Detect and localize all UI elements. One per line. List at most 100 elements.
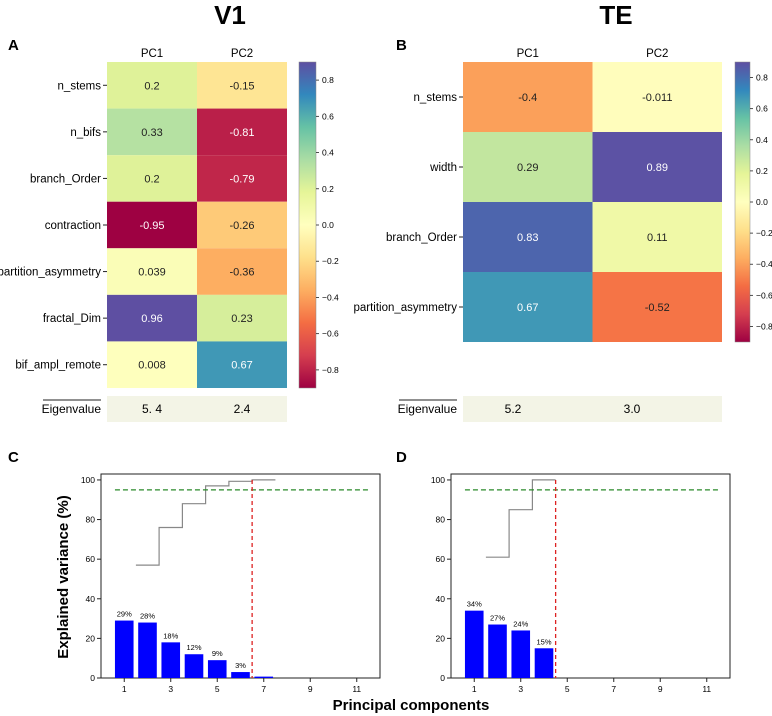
column-label: PC2 [646, 48, 668, 60]
bar [511, 630, 531, 678]
cell-value: -0.79 [229, 173, 254, 185]
cell-value: 0.83 [517, 232, 538, 244]
bar [184, 654, 204, 678]
row-label: n_stems [58, 80, 102, 92]
row-label: partition_asymmetry [0, 267, 101, 279]
y-tick-label: 80 [86, 515, 96, 525]
colorbar [298, 61, 317, 389]
cell-value: 0.33 [141, 127, 162, 139]
eigenvalue-band [463, 396, 722, 422]
x-axis-label: Principal components [333, 697, 490, 714]
heatmap-cell [592, 132, 722, 202]
y-tick-label: 20 [86, 633, 96, 643]
heatmap-cell [197, 201, 287, 249]
cell-value: -0.26 [229, 220, 254, 232]
bar [138, 622, 157, 678]
column-label: PC1 [517, 48, 539, 60]
cell-value: 0.23 [231, 313, 252, 325]
colorbar-tick-label: −0.8 [322, 365, 339, 375]
bar [161, 642, 181, 678]
colorbar [734, 61, 751, 343]
panel-label-c: C [8, 449, 19, 466]
row-label: partition_asymmetry [353, 302, 457, 314]
bar-chart-v1: 0 20 40 60 80 100 1 3 5 7 9 11 29% 28% 18% 12% 9% 3% [81, 473, 381, 694]
y-tick-label: 0 [440, 673, 445, 683]
heatmap-cell [463, 62, 593, 132]
row-label: n_bifs [70, 127, 101, 139]
x-tick-label: 1 [122, 684, 127, 694]
x-tick-label: 9 [308, 684, 313, 694]
row-label: n_stems [414, 92, 458, 104]
colorbar-tick-label: 0.4 [322, 148, 334, 158]
bar [114, 620, 134, 678]
heatmap-cell [592, 202, 722, 272]
y-tick-label: 40 [86, 594, 96, 604]
bar-chart-te: 0 20 40 60 80 100 1 3 5 7 9 11 34% 27% 24% 15% [431, 473, 731, 694]
bar-label: 12% [186, 643, 201, 652]
colorbar-tick-label: 0.2 [756, 166, 768, 176]
cell-value: -0.81 [229, 127, 254, 139]
heatmap-cell [107, 62, 197, 109]
x-tick-label: 9 [658, 684, 663, 694]
colorbar-tick-label: −0.6 [756, 290, 772, 300]
bar [207, 660, 227, 678]
heatmap-te: PC1 PC2 n_stems -0.4 -0.011 width 0.29 0.89 bran… [353, 48, 772, 422]
x-tick-label: 11 [352, 684, 361, 694]
cell-value: 0.2 [144, 173, 159, 185]
eigenvalue: 2.4 [234, 402, 251, 416]
right-title: TE [599, 0, 632, 30]
y-tick-label: 20 [436, 633, 446, 643]
cell-value: 0.67 [517, 302, 538, 314]
colorbar-tick-label: 0.2 [322, 184, 334, 194]
colorbar-tick-label: −0.2 [756, 228, 772, 238]
row-label: bif_ampl_remote [15, 360, 101, 372]
eigenvalue-label: Eigenvalue [42, 402, 102, 416]
colorbar-tick-label: 0.8 [756, 73, 768, 83]
bar-label: 18% [163, 631, 178, 640]
bar-label: 15% [536, 637, 551, 646]
row-label: branch_Order [30, 173, 101, 185]
y-tick-label: 100 [81, 475, 95, 485]
heatmap-cell [197, 248, 287, 295]
heatmap-cell [197, 294, 287, 342]
y-tick-label: 80 [436, 515, 446, 525]
y-axis-label: Explained variance (%) [55, 495, 72, 658]
colorbar-tick-label: 0.8 [322, 75, 334, 85]
x-tick-label: 5 [565, 684, 570, 694]
x-tick-label: 7 [261, 684, 266, 694]
cell-value: -0.15 [229, 80, 254, 92]
panel-label-d: D [396, 449, 407, 466]
bar [254, 676, 274, 678]
heatmap-cell [592, 62, 722, 132]
colorbar-tick-label: −0.2 [322, 256, 339, 266]
colorbar-tick-label: 0.6 [756, 104, 768, 114]
bar [464, 610, 484, 678]
colorbar-tick-label: 0.0 [756, 197, 768, 207]
cell-value: 0.67 [231, 360, 252, 372]
cell-value: -0.95 [139, 220, 164, 232]
x-tick-label: 11 [702, 684, 711, 694]
heatmap-cell [197, 62, 287, 109]
bar-label: 28% [140, 612, 155, 621]
heatmap-v1: PC1 PC2 n_stems 0.2 -0.15 n_bifs 0.33 -0.81 bran… [0, 48, 339, 422]
row-label: branch_Order [386, 232, 457, 244]
row-label: contraction [45, 220, 101, 232]
cell-value: -0.52 [645, 302, 670, 314]
eigenvalue: 5. 4 [142, 402, 162, 416]
left-title: V1 [214, 0, 246, 30]
bar-label: 24% [513, 619, 528, 628]
heatmap-cell [463, 202, 593, 272]
cumulative-line [135, 479, 276, 566]
eigenvalue-band [107, 396, 287, 422]
x-tick-label: 7 [611, 684, 616, 694]
x-tick-label: 5 [215, 684, 220, 694]
row-label: width [429, 162, 457, 174]
heatmap-cell [107, 294, 197, 342]
cumulative-line [485, 479, 556, 558]
bar [534, 648, 554, 678]
heatmap-cell [107, 201, 197, 249]
x-tick-label: 3 [168, 684, 173, 694]
bar-label: 3% [235, 661, 246, 670]
cell-value: 0.039 [138, 267, 166, 279]
